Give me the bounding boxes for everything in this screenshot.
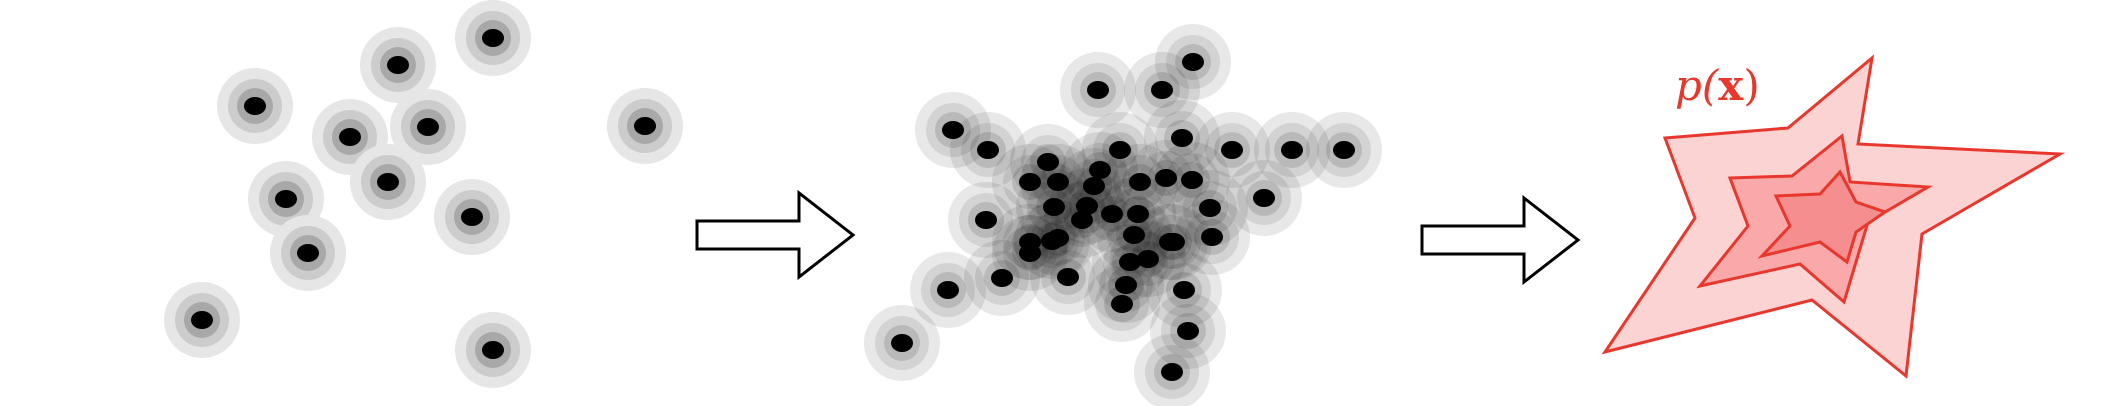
sample-dot (297, 244, 319, 262)
kernel-dot (891, 334, 913, 352)
kernel-dot (1201, 228, 1223, 246)
kernel-dot (1171, 129, 1193, 147)
kernel-dot (1181, 171, 1203, 189)
sample-dot (482, 341, 504, 359)
kernel-dot (1151, 81, 1173, 99)
kernel-dot (1089, 161, 1111, 179)
sample-point (607, 88, 683, 164)
sample-point (164, 282, 240, 358)
kernel-dot (1281, 141, 1303, 159)
arrow-shape (695, 189, 856, 281)
kernel-dot (1071, 211, 1093, 229)
density-level-inner (1757, 169, 1889, 265)
kernel-dot (1123, 226, 1145, 244)
kernel-dot (1115, 276, 1137, 294)
kernel-dot (1057, 268, 1079, 286)
sample-point (270, 215, 346, 291)
sample-dot (244, 97, 266, 115)
kernel-dot (1177, 322, 1199, 340)
kernel-dot (1087, 81, 1109, 99)
kernel-dot (1047, 229, 1069, 247)
kernel-dot (1076, 197, 1098, 215)
kernel-dot (1155, 169, 1177, 187)
kernel-dot (1109, 141, 1131, 159)
kernel-dot (1333, 141, 1355, 159)
density-panel: p(x) (1601, 54, 2066, 379)
kernel-dot (1173, 281, 1195, 299)
sample-point (360, 27, 436, 103)
sample-point (455, 0, 531, 76)
samples-panel (164, 0, 683, 388)
density-label: p(x) (1675, 61, 1760, 110)
arrow-shape (1420, 194, 1581, 286)
kernel-dot (1182, 53, 1204, 71)
arrow-right-icon (695, 189, 856, 281)
sample-dot (339, 128, 361, 146)
kernel-dot (1111, 295, 1133, 313)
sample-point (390, 89, 466, 165)
kernel-dot (1019, 173, 1041, 191)
kernel-dot (1047, 173, 1069, 191)
density-label-suffix: ) (1743, 61, 1759, 110)
sample-dot (461, 208, 483, 226)
kernel-dot (1253, 189, 1275, 207)
kernel-dot (942, 121, 964, 139)
sample-dot (387, 56, 409, 74)
sample-dot (417, 118, 439, 136)
kernel-dot (1119, 253, 1141, 271)
arrow-right-icon (1420, 194, 1581, 286)
kernel-dot (1161, 363, 1183, 381)
kernel-dot (975, 211, 997, 229)
sample-dot (634, 117, 656, 135)
kernel-dot (1043, 198, 1065, 216)
kernel-dot (1199, 199, 1221, 217)
kde-panel (864, 24, 1382, 406)
kernel-dot (1221, 141, 1243, 159)
sample-point (434, 179, 510, 255)
kernel-dot (1129, 173, 1151, 191)
sample-point (455, 312, 531, 388)
sample-dot (377, 173, 399, 191)
density-label-prefix: p( (1675, 61, 1720, 110)
sample-dot (482, 29, 504, 47)
sample-dot (191, 311, 213, 329)
kernel-dot (1163, 233, 1185, 251)
kernel-dot (937, 281, 959, 299)
kernel-dot (977, 141, 999, 159)
kernel-dot (991, 269, 1013, 287)
density-label-var: x (1718, 61, 1744, 110)
kernel-dot (1037, 153, 1059, 171)
kernel-dot (1083, 177, 1105, 195)
kernel-dot (1019, 244, 1041, 262)
sample-point (217, 68, 293, 144)
sample-point (350, 144, 426, 220)
kernel-dot (1127, 205, 1149, 223)
kernel-dot (1101, 205, 1123, 223)
sample-dot (275, 190, 297, 208)
kernel-dot (1137, 250, 1159, 268)
